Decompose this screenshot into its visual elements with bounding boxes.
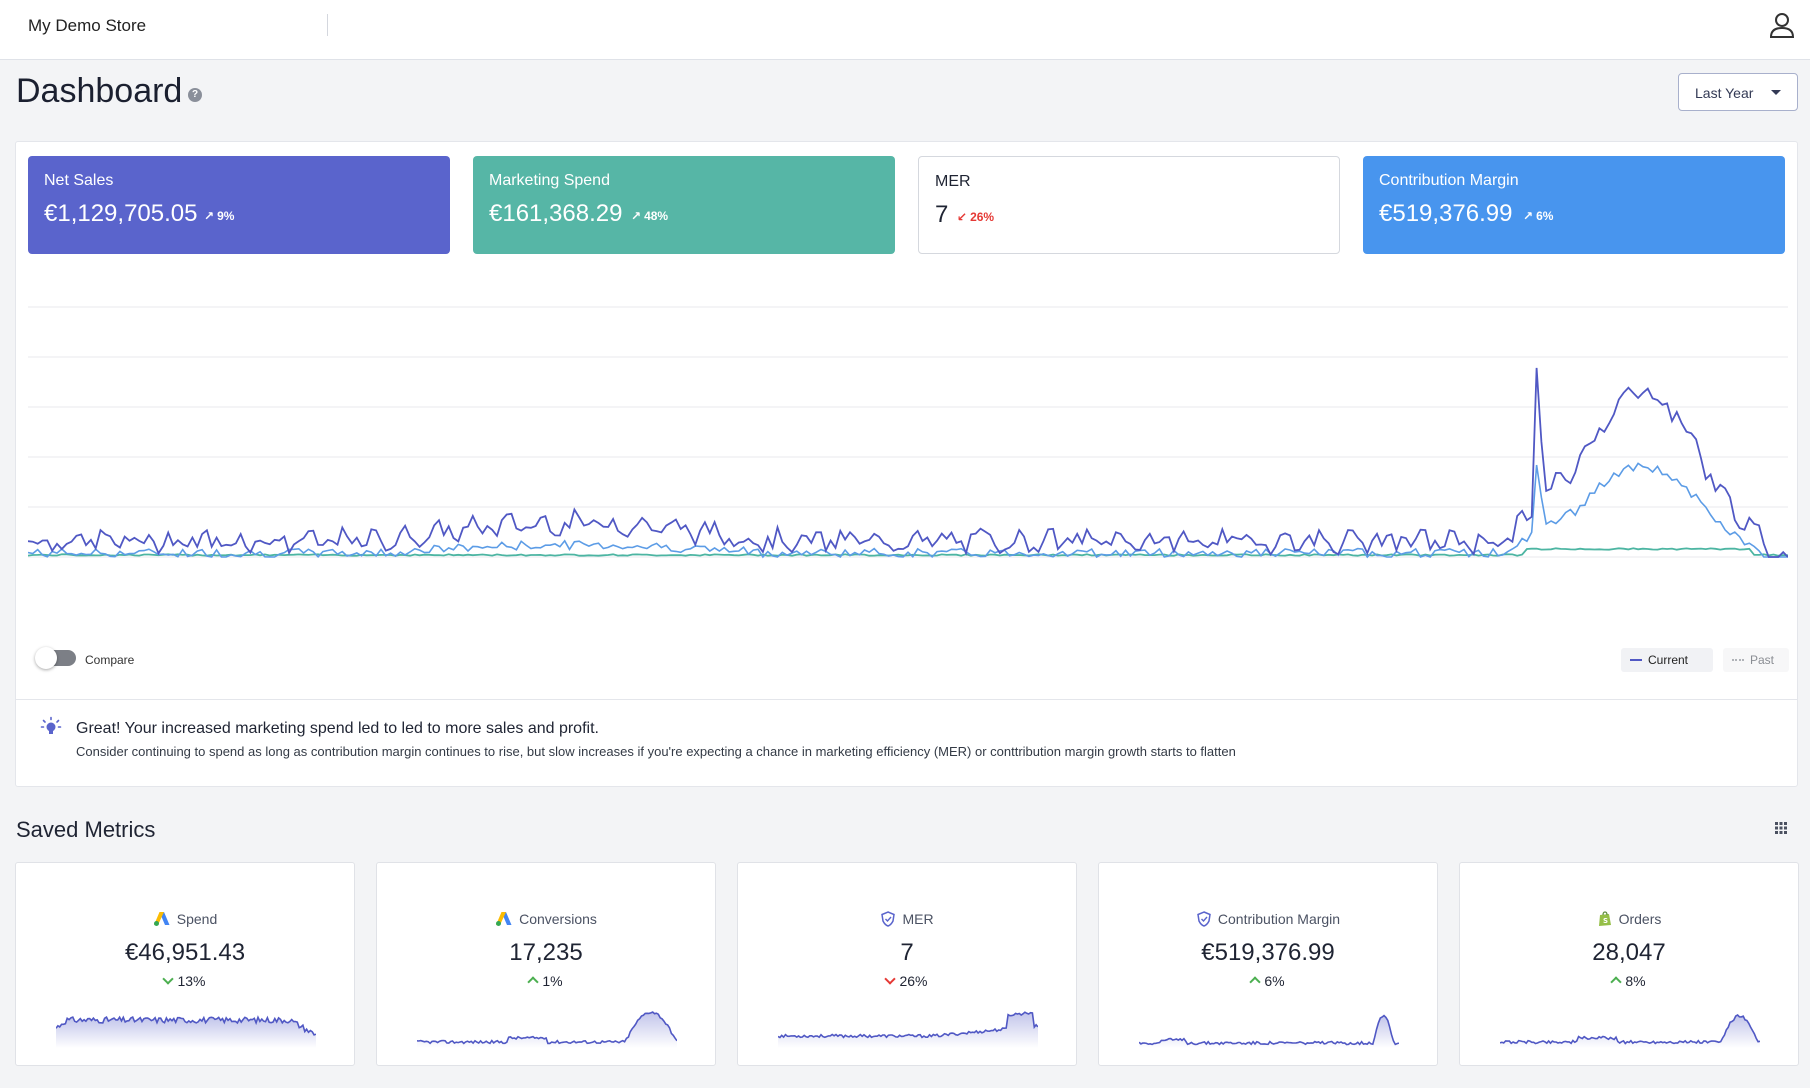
kpi-value: €161,368.29 [489, 200, 623, 227]
kpi-value: €1,129,705.05 [44, 200, 198, 227]
metric-sparkline [56, 1015, 316, 1048]
google-ads-icon [153, 911, 177, 927]
marketing-spend-line [28, 547, 1788, 557]
chevron-up-icon [1249, 976, 1262, 988]
legend-past[interactable]: Past [1723, 648, 1789, 672]
metric-name: Spend [176, 911, 218, 927]
metric-header: Conversions [377, 911, 715, 927]
metric-change: 6% [1099, 973, 1437, 989]
insight-divider [16, 699, 1797, 700]
legend-past-swatch [1732, 659, 1744, 661]
question-circle-icon[interactable]: ? [188, 88, 202, 102]
shopify-icon: S [1597, 911, 1619, 927]
insight-title: Great! Your increased marketing spend le… [76, 720, 599, 737]
kpi-label: MER [935, 173, 971, 190]
kpi-label: Contribution Margin [1379, 172, 1519, 189]
toggle-knob [35, 647, 57, 669]
kpi-change: ↙ 26% [957, 210, 995, 224]
svg-text:S: S [1603, 917, 1608, 925]
metric-name: MER [902, 911, 934, 927]
kpi-change: ↗ 6% [1523, 209, 1554, 223]
saved-metric-card-spend[interactable]: Spend €46,951.43 13% [15, 862, 355, 1066]
legend-current-swatch [1630, 659, 1642, 661]
chart-gridlines [28, 306, 1788, 558]
arrow-up-right-icon: ↗ [204, 209, 215, 223]
kpi-label: Net Sales [44, 172, 114, 189]
saved-metrics-title: Saved Metrics [16, 817, 156, 842]
chevron-up-icon [527, 976, 540, 988]
metric-value: €519,376.99 [1201, 939, 1335, 966]
kpi-change: ↗ 9% [204, 209, 235, 223]
metric-value: 7 [900, 939, 914, 966]
saved-metric-card-contribution-margin[interactable]: Contribution Margin €519,376.99 6% [1098, 862, 1438, 1066]
lightbulb-icon [40, 716, 62, 734]
performance-line-chart[interactable] [28, 287, 1788, 587]
arrow-up-right-icon: ↗ [1523, 209, 1534, 223]
metric-header: S Orders [1460, 911, 1798, 927]
metric-sparkline [417, 1011, 677, 1048]
user-icon[interactable] [1767, 10, 1797, 40]
compare-toggle[interactable] [35, 647, 76, 669]
saved-metric-card-mer[interactable]: MER 7 26% [737, 862, 1077, 1066]
legend-current[interactable]: Current [1621, 648, 1713, 672]
metric-name: Orders [1618, 911, 1662, 927]
metric-header: Contribution Margin [1099, 911, 1437, 927]
overview-panel: Net Sales €1,129,705.05 ↗ 9% Marketing Sp… [15, 141, 1798, 787]
metric-value: 17,235 [509, 939, 583, 966]
kpi-card-contribution-margin[interactable]: Contribution Margin €519,376.99 ↗ 6% [1363, 156, 1785, 254]
google-ads-icon [495, 911, 519, 927]
metric-header: Spend [16, 911, 354, 927]
chevron-down-icon [162, 973, 175, 985]
kpi-value: 7 [935, 201, 949, 228]
metric-change: 8% [1460, 973, 1798, 989]
metric-change: 1% [377, 973, 715, 989]
compare-label: Compare [85, 653, 135, 667]
metric-sparkline [1500, 1013, 1760, 1048]
top-bar: My Demo Store [0, 0, 1810, 60]
metric-value: €46,951.43 [124, 939, 246, 966]
kpi-value: €519,376.99 [1379, 200, 1513, 227]
legend-current-label: Current [1648, 653, 1689, 667]
chevron-down-icon [884, 973, 897, 985]
kpi-change: ↗ 48% [631, 209, 669, 223]
metric-sparkline [778, 1011, 1038, 1048]
grid-icon[interactable] [1774, 821, 1788, 835]
arrow-down-left-icon: ↙ [957, 210, 968, 224]
metric-sparkline [1139, 1014, 1399, 1048]
shield-icon [1196, 911, 1218, 927]
saved-metric-card-orders[interactable]: S Orders 28,047 8% [1459, 862, 1799, 1066]
caret-down-icon [1771, 90, 1781, 95]
shield-icon [880, 911, 902, 927]
chevron-up-icon [1610, 976, 1623, 988]
insight-body: Consider continuing to spend as long as … [76, 744, 1236, 759]
kpi-card-net-sales[interactable]: Net Sales €1,129,705.05 ↗ 9% [28, 156, 450, 254]
store-name[interactable]: My Demo Store [28, 16, 147, 35]
metric-name: Contribution Margin [1217, 911, 1341, 927]
metric-value: 28,047 [1592, 939, 1666, 966]
period-select[interactable]: Last Year [1678, 73, 1798, 111]
topbar-divider [327, 14, 328, 36]
saved-metric-card-conversions[interactable]: Conversions 17,235 1% [376, 862, 716, 1066]
kpi-card-mer[interactable]: MER 7 ↙ 26% [918, 156, 1340, 254]
net-sales-line [28, 367, 1788, 558]
metric-change: 13% [16, 973, 354, 989]
kpi-card-marketing-spend[interactable]: Marketing Spend €161,368.29 ↗ 48% [473, 156, 895, 254]
page-title: Dashboard [16, 72, 183, 110]
metric-name: Conversions [519, 911, 597, 927]
arrow-up-right-icon: ↗ [631, 209, 642, 223]
contribution-margin-line [28, 462, 1788, 559]
metric-header: MER [738, 911, 1076, 927]
legend-past-label: Past [1750, 653, 1775, 667]
metric-change: 26% [738, 973, 1076, 989]
kpi-label: Marketing Spend [489, 172, 610, 189]
period-select-value: Last Year [1695, 85, 1754, 101]
